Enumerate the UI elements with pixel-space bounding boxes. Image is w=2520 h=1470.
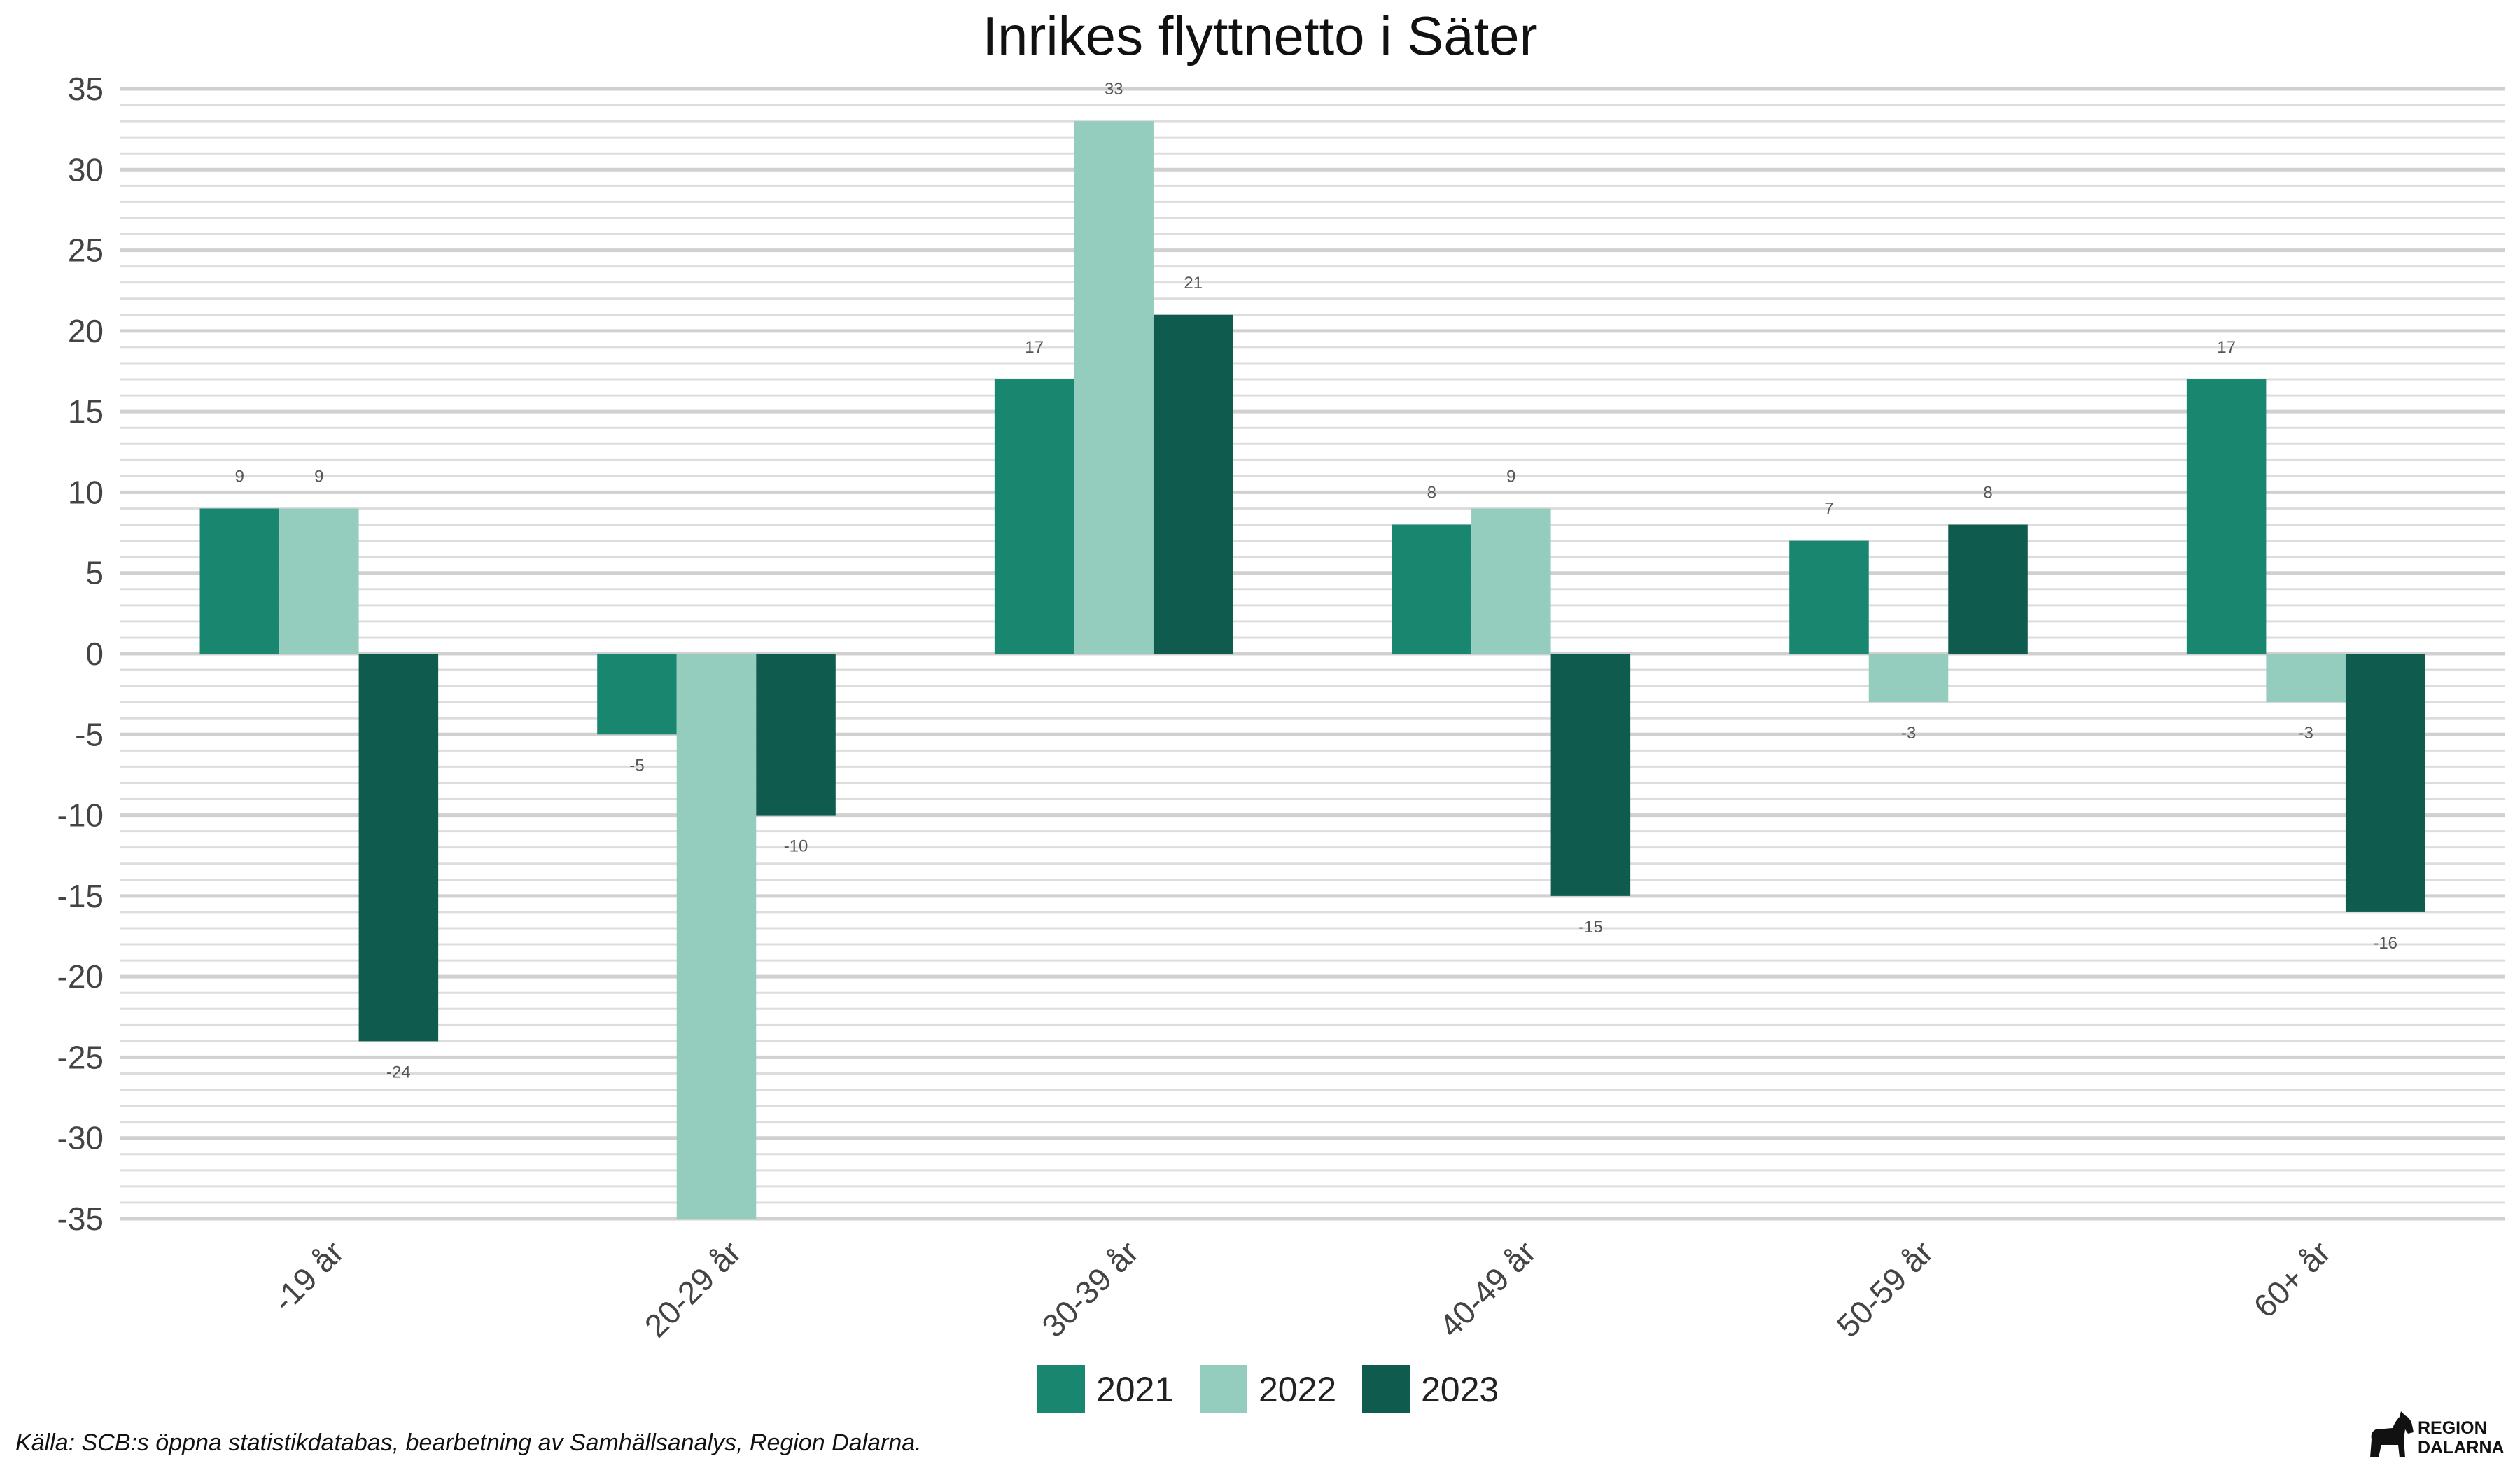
- legend-swatch-2022: [1200, 1365, 1247, 1413]
- data-label: -3: [1901, 724, 1916, 743]
- data-label: 9: [314, 467, 323, 486]
- y-tick-label: -30: [57, 1120, 104, 1156]
- data-label: 21: [1184, 274, 1203, 293]
- bar-2022-3: [1471, 508, 1551, 654]
- bar-2022-5: [2266, 654, 2346, 703]
- legend: 2021 2022 2023: [1037, 1365, 1499, 1413]
- bar-2022-4: [1868, 654, 1949, 703]
- data-label: 8: [1427, 484, 1436, 503]
- y-tick-label: -35: [57, 1200, 104, 1237]
- y-tick-label: 5: [85, 555, 104, 592]
- legend-label: 2021: [1096, 1370, 1174, 1409]
- data-label: -10: [784, 837, 808, 856]
- y-axis-ticks: 35 30 25 20 15 10 5 0 -5 -10 -15 -20 -25 -30 -35: [57, 71, 104, 1237]
- bar-2021-4: [1789, 540, 1869, 654]
- logo-line-2: DALARNA: [2418, 1438, 2505, 1457]
- bar-2021-2: [994, 379, 1074, 654]
- y-tick-label: 10: [68, 474, 104, 510]
- y-tick-label: 0: [85, 636, 104, 672]
- data-label: 8: [1983, 484, 1992, 503]
- data-labels: 9 9 -24 -5 -10 17 33 21 8 9 -15 7 -3 8 17 -3 -16: [235, 80, 2398, 1082]
- bar-2021-3: [1392, 524, 1472, 654]
- data-label: 7: [1824, 500, 1833, 519]
- bar-2023-2: [1153, 314, 1233, 654]
- x-tick-label: 30-39 år: [1035, 1233, 1145, 1344]
- data-label: 17: [1025, 338, 1044, 357]
- x-tick-label: -19 år: [265, 1233, 351, 1319]
- bar-2021-1: [597, 654, 677, 735]
- legend-label: 2023: [1421, 1370, 1499, 1409]
- y-tick-label: 25: [68, 232, 104, 269]
- bars: [200, 121, 2426, 1219]
- y-tick-label: -25: [57, 1039, 104, 1075]
- data-label: 17: [2217, 338, 2236, 357]
- data-label: -15: [1578, 918, 1603, 937]
- dala-horse-icon: [2370, 1411, 2414, 1457]
- x-tick-label: 60+ år: [2246, 1233, 2337, 1324]
- y-tick-label: 20: [68, 313, 104, 349]
- gridlines: [120, 87, 2505, 1221]
- data-label: -5: [629, 756, 644, 775]
- y-tick-label: -10: [57, 797, 104, 834]
- bar-2023-1: [756, 654, 836, 816]
- x-tick-label: 40-49 år: [1432, 1233, 1543, 1344]
- source-caption: Källa: SCB:s öppna statistikdatabas, bea…: [15, 1429, 922, 1456]
- y-tick-label: 35: [68, 71, 104, 107]
- data-label: 33: [1105, 80, 1124, 99]
- legend-swatch-2021: [1037, 1365, 1085, 1413]
- bar-2022-2: [1074, 121, 1154, 654]
- bar-2023-0: [358, 654, 439, 1042]
- y-tick-label: 30: [68, 151, 104, 188]
- y-tick-label: -20: [57, 958, 104, 995]
- bar-2022-0: [279, 508, 359, 654]
- data-label: -3: [2298, 724, 2313, 743]
- bar-2023-5: [2345, 654, 2426, 912]
- bar-2021-0: [200, 508, 280, 654]
- chart-title: Inrikes flyttnetto i Säter: [982, 5, 1537, 66]
- legend-label: 2022: [1259, 1370, 1336, 1409]
- y-tick-label: 15: [68, 393, 104, 430]
- legend-swatch-2023: [1362, 1365, 1410, 1413]
- logo-line-1: REGION: [2418, 1418, 2487, 1438]
- x-tick-label: 20-29 år: [638, 1233, 748, 1344]
- data-label: -16: [2373, 934, 2398, 953]
- bar-2021-5: [2186, 379, 2267, 654]
- bar-2022-1: [676, 654, 757, 1219]
- y-tick-label: -5: [75, 716, 104, 752]
- data-label: 9: [235, 467, 244, 486]
- data-label: 9: [1506, 467, 1516, 486]
- bar-2023-3: [1550, 654, 1631, 896]
- x-tick-label: 50-59 år: [1830, 1233, 1940, 1344]
- bar-2023-4: [1948, 524, 2028, 654]
- data-label: -24: [386, 1063, 411, 1082]
- y-tick-label: -15: [57, 878, 104, 914]
- region-dalarna-logo: REGION DALARNA: [2370, 1411, 2505, 1457]
- x-axis-ticks: -19 år 20-29 år 30-39 år 40-49 år 50-59 år 60…: [265, 1233, 2337, 1344]
